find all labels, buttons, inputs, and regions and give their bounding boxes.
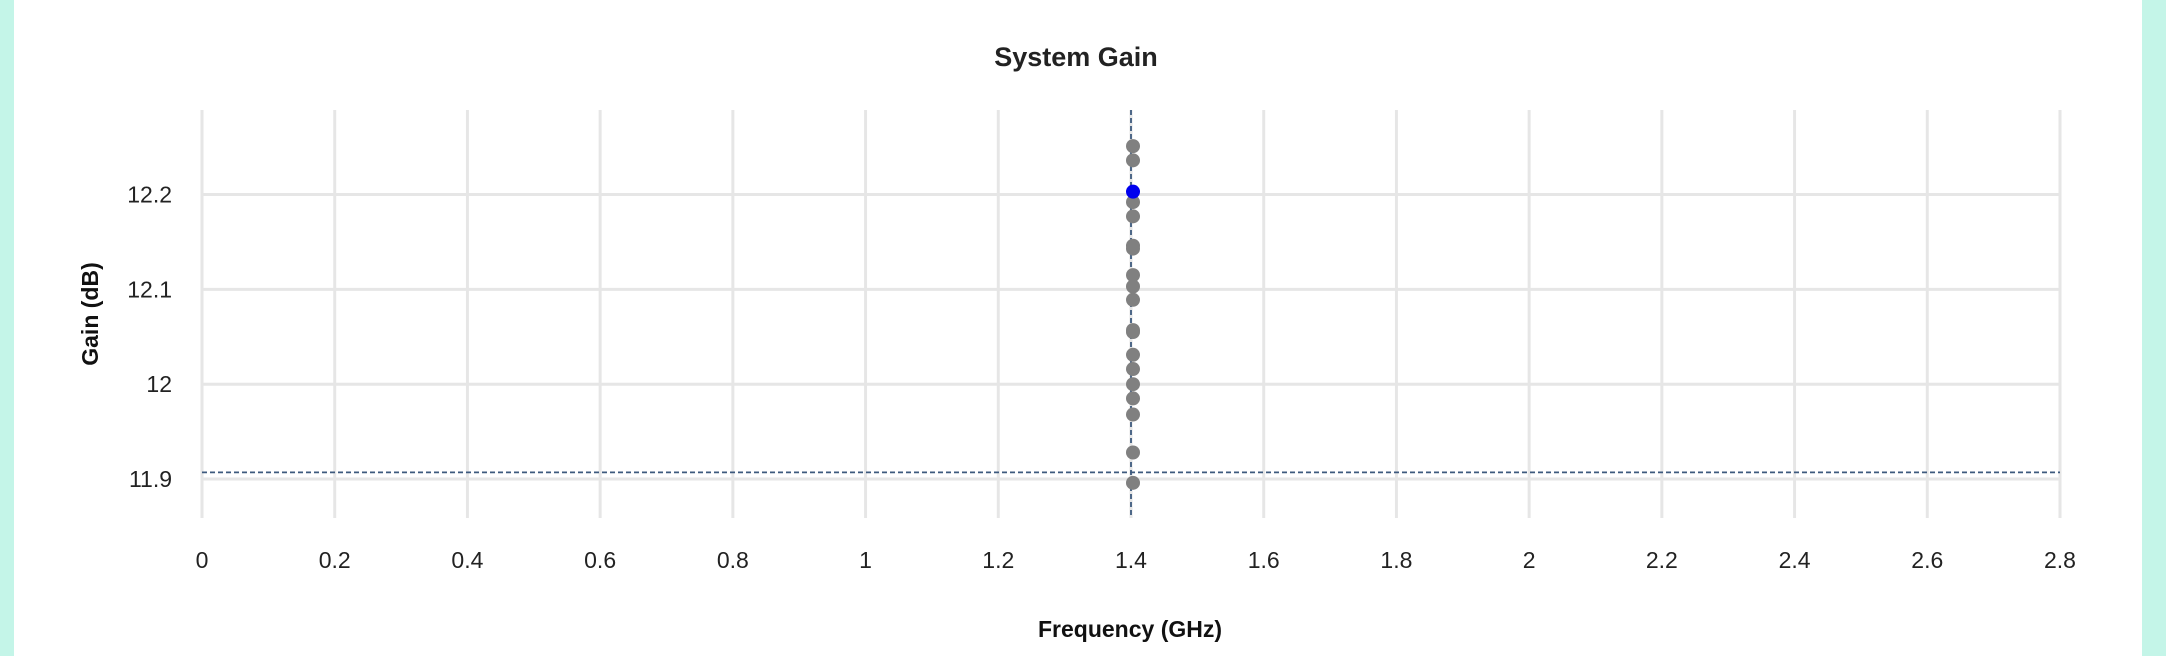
data-point	[1126, 377, 1140, 392]
data-point	[1126, 325, 1140, 340]
chart-title: System Gain	[994, 42, 1158, 72]
x-tick-label: 2	[1523, 547, 1536, 573]
data-point	[1126, 268, 1140, 283]
data-point	[1126, 139, 1140, 154]
x-tick-label: 2.8	[2044, 547, 2076, 573]
data-point	[1126, 209, 1140, 224]
data-point	[1126, 292, 1140, 307]
y-tick-label: 11.9	[129, 466, 172, 492]
chart-panel	[14, 0, 2142, 656]
x-axis-title: Frequency (GHz)	[1038, 616, 1222, 642]
x-tick-label: 2.6	[1911, 547, 1943, 573]
data-point	[1126, 445, 1140, 460]
highlighted-data-point	[1126, 184, 1140, 199]
y-axis-title: Gain (dB)	[77, 262, 103, 366]
x-tick-label: 1.6	[1248, 547, 1280, 573]
data-point	[1126, 347, 1140, 362]
data-point	[1126, 195, 1140, 210]
x-tick-label: 0.4	[451, 547, 483, 573]
x-tick-label: 1.8	[1380, 547, 1412, 573]
data-point	[1126, 475, 1140, 490]
x-tick-label: 0.6	[584, 547, 616, 573]
data-point	[1126, 279, 1140, 294]
data-point	[1126, 391, 1140, 406]
x-tick-label: 0.2	[319, 547, 351, 573]
data-point	[1126, 407, 1140, 422]
grid	[200, 110, 2062, 518]
x-tick-label: 2.4	[1779, 547, 1811, 573]
x-tick-label: 1	[859, 547, 872, 573]
data-point	[1126, 153, 1140, 168]
data-points	[1126, 139, 1140, 490]
x-tick-label: 2.2	[1646, 547, 1678, 573]
y-tick-label: 12	[146, 371, 172, 397]
data-point	[1126, 362, 1140, 377]
x-tick-label: 1.2	[982, 547, 1014, 573]
x-tick-label: 0.8	[717, 547, 749, 573]
data-point	[1126, 241, 1140, 256]
tick-labels: 0 0.2 0.4 0.6 0.8 1 1.2 1.4 1.6 1.8 2 2.2 2.4 2.6 2.8 1…	[127, 182, 2076, 574]
x-tick-label: 0	[196, 547, 209, 573]
x-tick-label: 1.4	[1115, 547, 1147, 573]
y-tick-label: 12.1	[127, 276, 172, 302]
y-tick-label: 12.2	[127, 182, 172, 208]
